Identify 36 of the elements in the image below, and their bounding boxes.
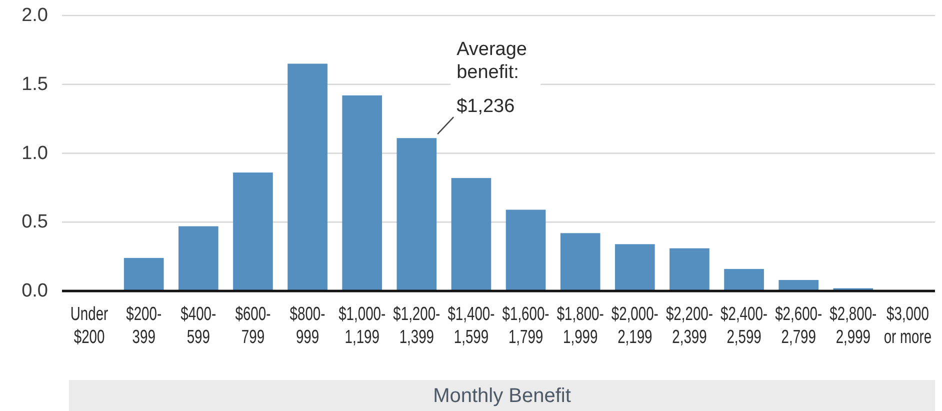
x-tick-label: $1,600-1,799 (502, 302, 550, 348)
x-tick-label: $1,400-1,599 (448, 302, 495, 348)
x-tick-label: $1,800-1,999 (556, 302, 604, 348)
y-tick-label: 1.5 (22, 74, 48, 95)
x-tick-label: $1,200-1,399 (393, 302, 440, 348)
bar (614, 244, 655, 291)
y-tick-label: 2.0 (22, 5, 48, 26)
x-tick-label: $2,400-2,599 (720, 302, 768, 348)
x-axis-title: Monthly Benefit (433, 385, 572, 407)
bar (560, 233, 600, 291)
bar (451, 178, 492, 291)
y-tick-label: 1.0 (22, 142, 48, 164)
annotation: Average benefit: $1,236 (456, 39, 528, 118)
bar (670, 248, 710, 291)
x-tick-label: $1,000-1,199 (338, 302, 386, 348)
bar (396, 138, 437, 291)
bar (288, 64, 328, 291)
y-tick-label: 0.5 (22, 212, 48, 233)
x-tick-label: Under $200 (70, 302, 109, 348)
bar (724, 268, 764, 291)
y-tick-label: 0.0 (22, 280, 48, 302)
bar (506, 210, 546, 291)
bar (778, 280, 819, 291)
x-tick-label: $2,800-2,999 (830, 302, 877, 348)
bar (233, 172, 273, 291)
x-tick-label: $2,600-2,799 (775, 302, 822, 348)
x-tick-label: $600-799 (235, 302, 271, 348)
x-tick-label: $200-399 (126, 302, 162, 348)
x-tick-label: $800-999 (290, 302, 326, 348)
bar (342, 95, 382, 291)
x-tick-label: $400-599 (180, 302, 216, 348)
bar (124, 258, 164, 291)
x-tick-label: $3,000 or more (884, 302, 932, 348)
bar (178, 226, 218, 291)
x-tick-label: $2,000-2,199 (611, 302, 658, 348)
x-tick-label: $2,200-2,399 (666, 302, 713, 348)
